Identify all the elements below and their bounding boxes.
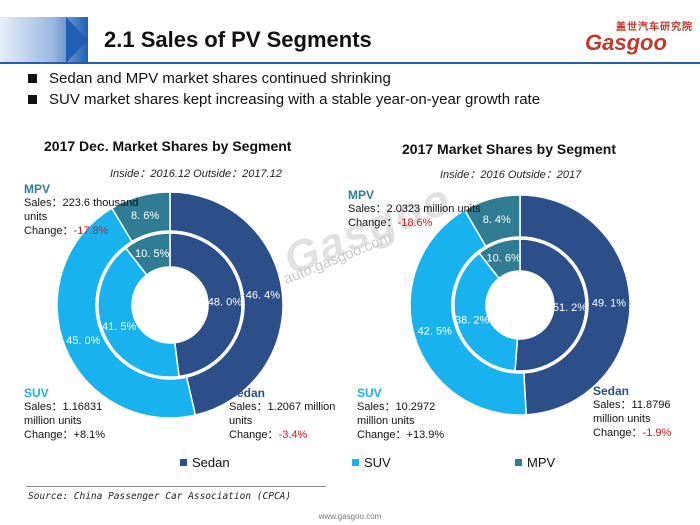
chart1-title: 2017 Dec. Market Shares by Segment [44, 138, 292, 154]
chart2-sedan-name: Sedan [593, 384, 630, 398]
title-accent-arrow [66, 17, 88, 63]
chart1-mpv-change-label: Change： [24, 225, 74, 237]
source-divider [26, 486, 326, 487]
chart2-suv-sales: Sales：10.2972 [357, 401, 436, 413]
chart2-inner-slice-suv [453, 252, 519, 372]
chart2-sedan-annotation: Sedan Sales：11.8796 million units Change… [593, 384, 671, 440]
chart2-mpv-annotation: MPV Sales：2.0323 million units Change：-1… [348, 188, 481, 230]
chart1-inner-slice-mpv [124, 232, 171, 277]
chart2-mpv-change: -18.6% [397, 217, 433, 229]
chart2-outer-slice-sedan [519, 194, 631, 416]
chart1-inner-label-mpv: 10. 5% [135, 248, 169, 260]
bullet-text: Sedan and MPV market shares continued sh… [49, 70, 391, 87]
legend-item-sedan: Sedan [180, 455, 230, 470]
bullet-square-icon [28, 95, 37, 104]
legend-label-sedan: Sedan [192, 455, 230, 470]
header: 2.1 Sales of PV Segments 盖世汽车研究院 Gasgoo [0, 0, 700, 64]
chart1-mpv-annotation: MPV Sales：223.6 thousand units Change：-1… [24, 182, 138, 238]
chart2-suv-change-label: Change： [357, 429, 407, 441]
chart2-mpv-sales: Sales：2.0323 million units [348, 203, 481, 215]
chart2-mpv-change-label: Change： [348, 217, 398, 229]
legend-swatch-sedan [180, 459, 187, 466]
chart1-mpv-sales-unit: units [24, 211, 48, 223]
chart1-outer-slice-mpv [110, 191, 171, 243]
chart2-suv-sales-unit: million units [357, 415, 415, 427]
chart1-mpv-name: MPV [24, 182, 51, 196]
bullet-text: SUV market shares kept increasing with a… [49, 91, 541, 108]
chart2-suv-change: +13.9% [406, 429, 445, 441]
chart1-sedan-change-label: Change： [229, 429, 279, 441]
chart2-outer-label-sedan: 49. 1% [592, 297, 626, 309]
legend-swatch-mpv [515, 459, 522, 466]
source-note: Source: China Passenger Car Association … [28, 491, 292, 502]
chart1-inner-slice-suv [97, 247, 180, 378]
legend-swatch-suv [352, 459, 359, 466]
legend-label-mpv: MPV [527, 455, 556, 470]
chart2-subtitle: Inside：2016 Outside：2017 [440, 169, 582, 181]
header-rule [0, 62, 700, 64]
page-title: 2.1 Sales of PV Segments [104, 27, 372, 52]
chart1-inner-label-sedan: 48. 0% [208, 297, 242, 309]
chart1-outer-slice-suv [56, 207, 197, 419]
chart1-sedan-sales: Sales：1.2067 million [229, 401, 336, 413]
footer-url: www.gasgoo.com [318, 512, 382, 521]
chart1-sedan-change: -3.4% [278, 429, 308, 441]
chart1-sedan-annotation: Sedan Sales：1.2067 million units Change：… [229, 386, 335, 442]
chart2-outer-label-mpv: 8. 4% [483, 214, 511, 226]
chart1-suv-sales: Sales：1.16831 [24, 401, 103, 413]
chart2-sedan-sales: Sales：11.8796 [593, 399, 671, 411]
chart1-suv-name: SUV [24, 386, 49, 400]
chart2-sedan-sales-unit: million units [593, 413, 651, 425]
chart1-mpv-change: -17.8% [73, 225, 109, 237]
chart2-suv-annotation: SUV Sales：10.2972 million units Change：+… [357, 386, 444, 442]
chart2-inner-label-mpv: 10. 6% [487, 253, 521, 265]
chart2-inner-slice-mpv [478, 238, 521, 280]
chart2-outer-label-suv: 42. 5% [418, 326, 452, 338]
chart1-suv-change: +8.1% [73, 429, 106, 441]
legend-label-suv: SUV [364, 455, 391, 470]
chart2-inner-label-sedan: 51. 2% [553, 302, 587, 314]
chart1-suv-annotation: SUV Sales：1.16831 million units Change：+… [24, 386, 105, 442]
chart1-suv-change-label: Change： [24, 429, 74, 441]
bullet-item: SUV market shares kept increasing with a… [28, 89, 540, 110]
chart2-outer-slice-mpv [463, 194, 521, 248]
chart2-sedan-change-label: Change： [593, 427, 643, 439]
chart1-inner-label-suv: 41. 5% [102, 321, 136, 333]
chart1-sedan-name: Sedan [229, 386, 266, 400]
chart1-inner-slice-sedan [169, 232, 243, 378]
logo-chinese-text: 盖世汽车研究院 [616, 22, 693, 33]
chart2-suv-name: SUV [357, 386, 382, 400]
chart2-sedan-change: -1.9% [642, 427, 672, 439]
chart2-outer-slice-suv [409, 208, 528, 416]
chart1-subtitle: Inside：2016.12 Outside：2017.12 [110, 168, 282, 180]
bullet-list: Sedan and MPV market shares continued sh… [28, 68, 540, 110]
chart1-mpv-sales: Sales：223.6 thousand [24, 197, 139, 209]
chart1-suv-sales-unit: million units [24, 415, 82, 427]
gasgoo-logo: Gasgoo [585, 30, 667, 55]
legend-item-suv: SUV [352, 455, 391, 470]
chart2-mpv-name: MPV [348, 188, 375, 202]
chart2-inner-slice-sedan [514, 238, 587, 372]
chart1-outer-label-suv: 45. 0% [66, 335, 100, 347]
chart2-inner-label-suv: 38. 2% [455, 315, 489, 327]
chart1-outer-label-sedan: 46. 4% [246, 289, 280, 301]
chart1-outer-slice-sedan [169, 191, 284, 417]
chart1-outer-label-mpv: 8. 6% [131, 210, 159, 222]
bullet-square-icon [28, 74, 37, 83]
chart2-title: 2017 Market Shares by Segment [402, 141, 616, 157]
chart1-sedan-sales-unit: units [229, 415, 253, 427]
bullet-item: Sedan and MPV market shares continued sh… [28, 68, 540, 89]
legend-item-mpv: MPV [515, 455, 555, 470]
